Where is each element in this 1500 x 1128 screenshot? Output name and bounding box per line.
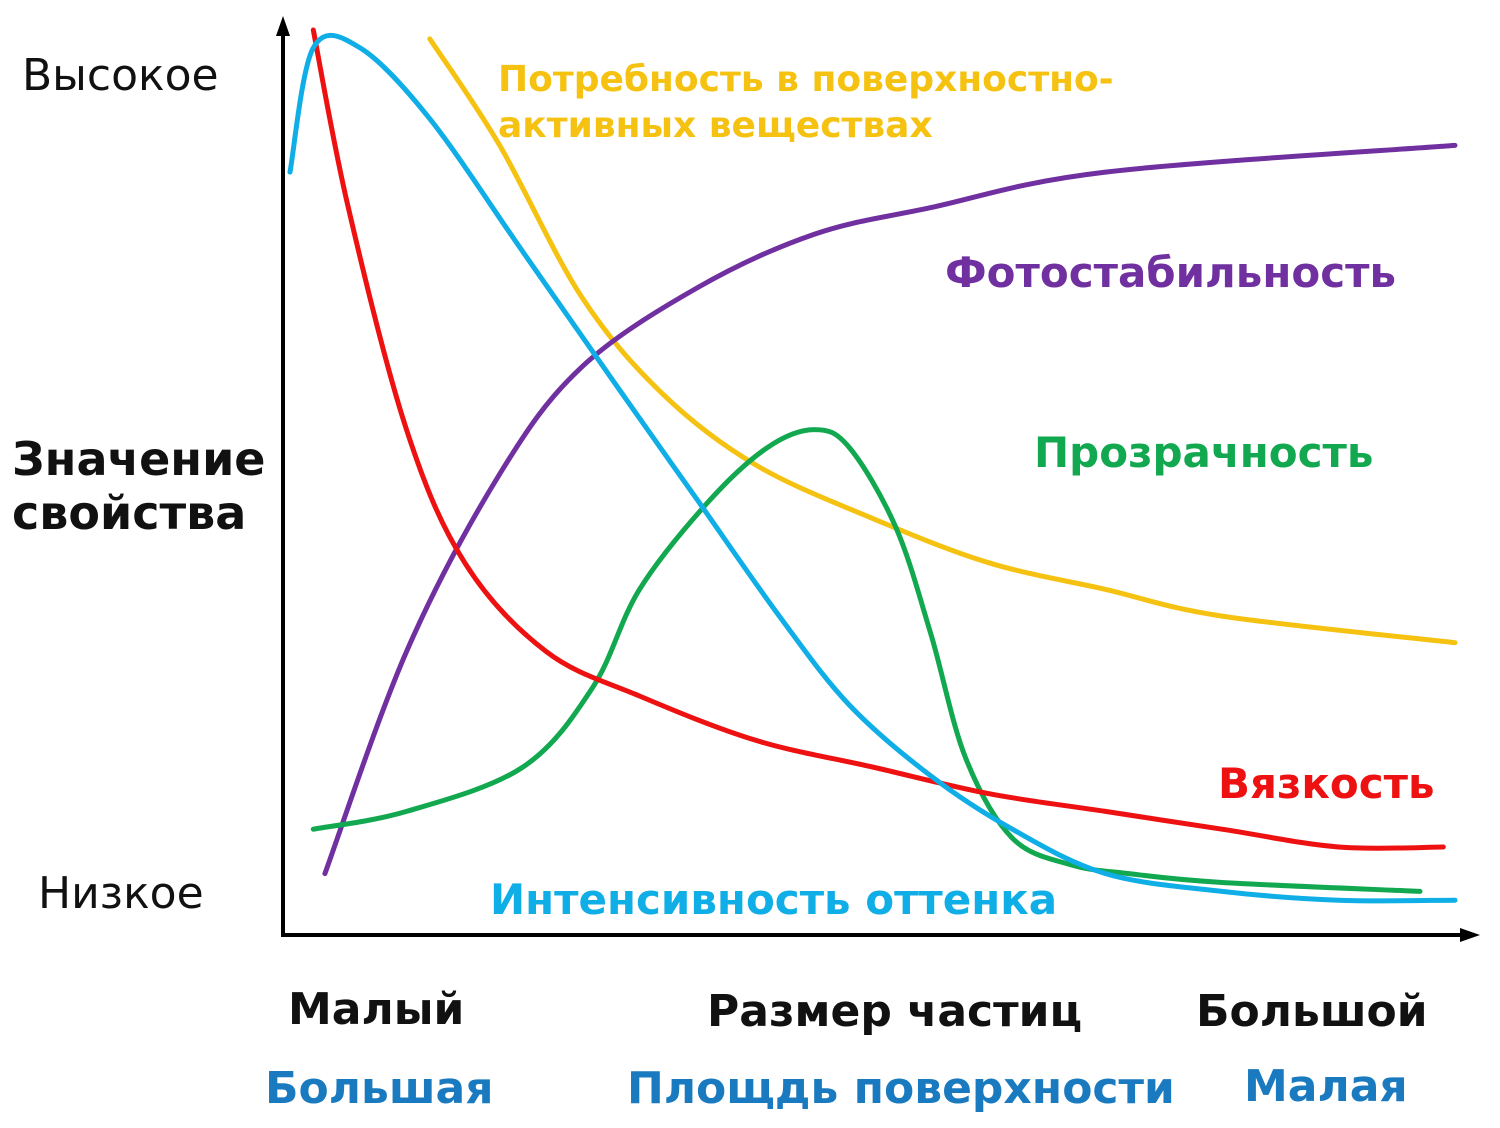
series-label-viscosity: Вязкость xyxy=(1218,759,1435,808)
y-axis-title: Значение свойства xyxy=(12,432,266,540)
series-label-surfactant: Потребность в поверхностно-активных веще… xyxy=(498,59,1114,146)
series-line-tint-intensity xyxy=(287,32,1458,904)
x-right-label: Большой xyxy=(1196,986,1428,1037)
x-secondary-title: Площдь поверхности xyxy=(627,1063,1175,1114)
x-axis-title: Размер частиц xyxy=(707,986,1083,1037)
x-left-label: Малый xyxy=(288,984,465,1035)
series-group xyxy=(287,27,1458,904)
series-line-viscosity xyxy=(310,27,1446,851)
x-secondary-left-label: Большая xyxy=(265,1063,494,1114)
series-label-transparency: Прозрачность xyxy=(1034,428,1374,477)
series-label-photostability: Фотостабильность xyxy=(945,248,1397,297)
series-line-transparency xyxy=(310,427,1423,894)
series-line-photostability xyxy=(322,142,1458,877)
series-line-surfactant-demand xyxy=(427,36,1458,646)
x-axis-arrow xyxy=(1460,928,1480,942)
y-low-label: Низкое xyxy=(38,868,204,919)
series-label-tint-intensity: Интенсивность оттенка xyxy=(490,875,1058,924)
x-secondary-right-label: Малая xyxy=(1244,1061,1408,1112)
y-high-label: Высокое xyxy=(22,50,219,101)
y-axis-arrow xyxy=(276,16,290,36)
